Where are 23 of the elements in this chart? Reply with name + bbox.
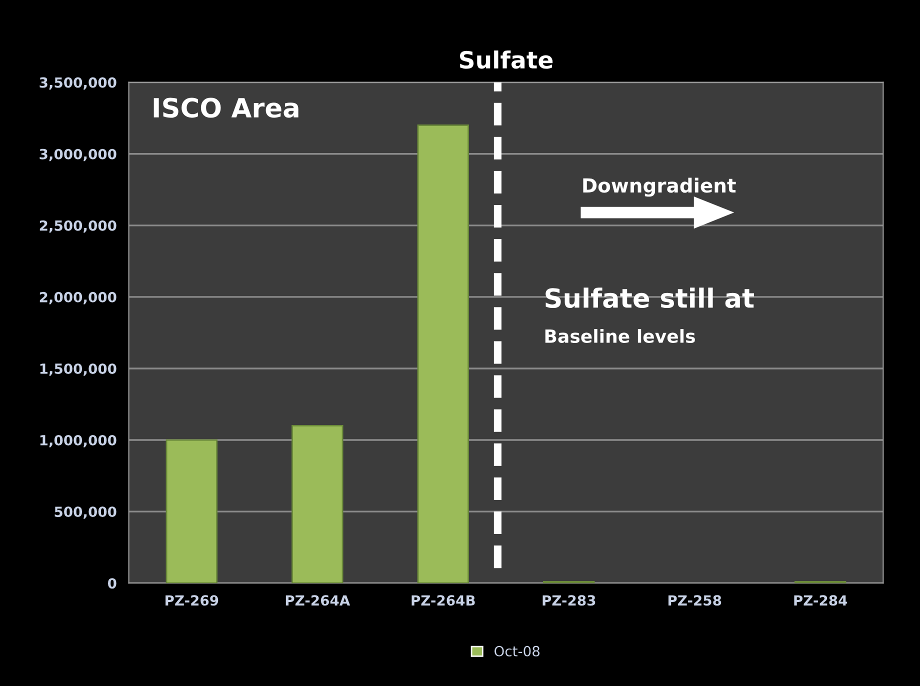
bar [417,124,469,584]
x-tick-label: PZ-269 [166,595,218,606]
bar [292,425,344,584]
chart-title: Sulfate [460,50,553,69]
y-tick-label: 1,500,000 [40,363,116,376]
x-tick-label: PZ-258 [668,595,722,606]
y-tick-label: 2,500,000 [40,220,116,233]
annotation: Downgradient [583,178,736,197]
y-tick-label: 3,000,000 [40,148,116,162]
annotation: Baseline levels [545,329,695,343]
legend-label: Oct-08 [494,646,540,656]
annotation: Sulfate still at [546,288,754,308]
x-tick-label: PZ-264B [412,595,475,606]
x-tick-label: PZ-283 [542,595,596,606]
y-tick-label: 500,000 [54,506,116,519]
x-tick-label: PZ-284 [794,595,848,606]
bar [166,439,218,584]
annotation: ISCO Area [154,98,298,118]
y-tick-label: 1,000,000 [40,434,116,448]
x-tick-label: PZ-264A [286,595,350,606]
y-tick-label: 2,000,000 [40,292,116,304]
y-tick-label: 3,500,000 [40,77,116,90]
y-tick-label: 0 [108,578,116,589]
